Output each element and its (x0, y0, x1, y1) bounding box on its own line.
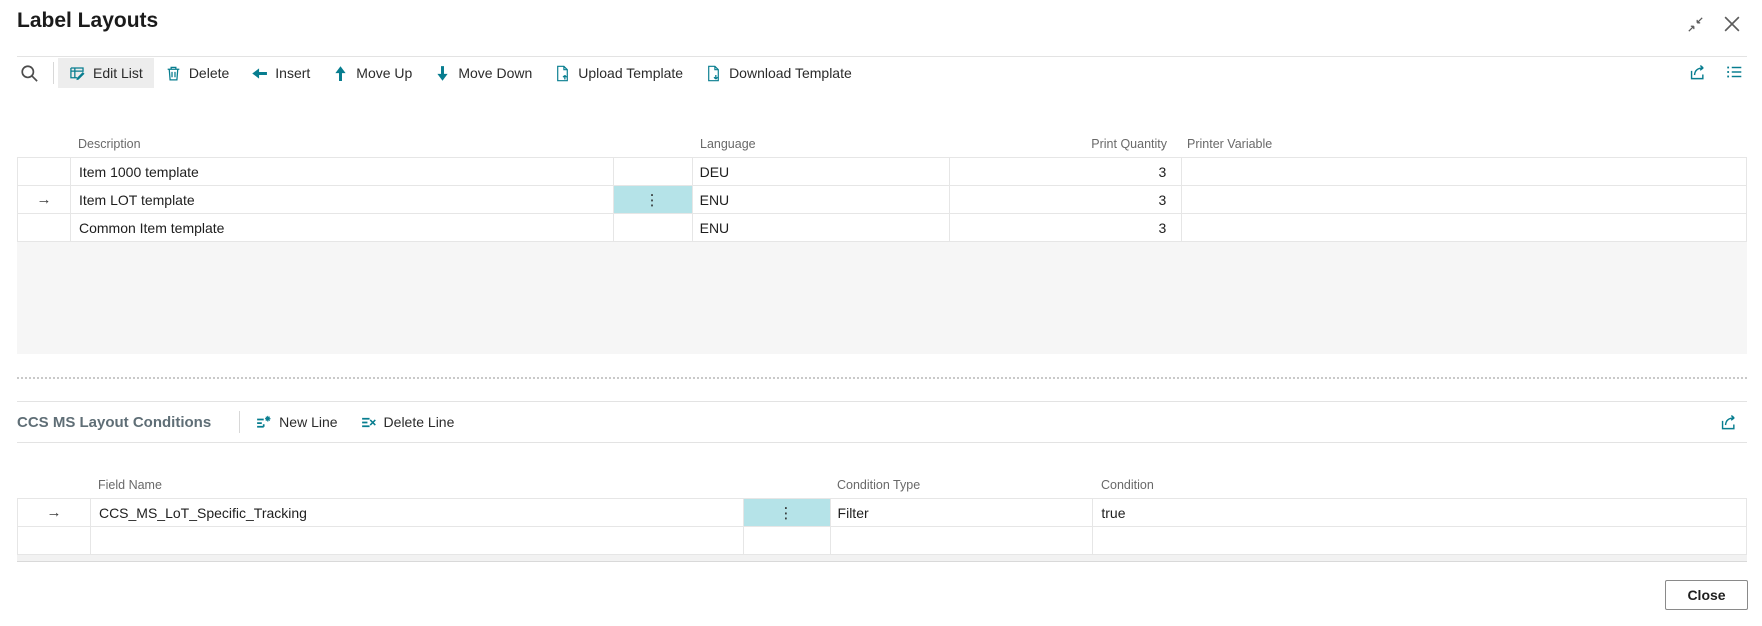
delete-line-icon (360, 414, 377, 431)
move-down-label: Move Down (458, 65, 533, 81)
edit-list-button[interactable]: Edit List (58, 58, 154, 88)
move-down-button[interactable]: Move Down (423, 58, 543, 88)
collapse-window-button[interactable] (1685, 14, 1706, 35)
table-row-selected: → Item LOT template ⋮ ENU 3 (18, 186, 1748, 214)
conditions-grid-header: Field Name Condition Type Condition (17, 473, 1747, 498)
upload-template-label: Upload Template (578, 65, 684, 81)
new-line-button[interactable]: New Line (244, 407, 348, 437)
close-window-button[interactable] (1720, 12, 1744, 36)
show-list-button[interactable] (1724, 62, 1744, 82)
list-icon (1725, 63, 1743, 81)
column-header-field-name[interactable]: Field Name (98, 478, 162, 492)
cell-print-quantity[interactable]: 3 (950, 158, 1183, 185)
cell-description[interactable]: Item LOT template (71, 186, 614, 213)
row-options-cell[interactable]: ⋮ (613, 186, 693, 213)
cell-printer-variable[interactable] (1182, 158, 1748, 185)
delete-line-label: Delete Line (383, 414, 455, 430)
row-options-cell[interactable] (614, 214, 693, 241)
share-icon (1719, 412, 1738, 431)
cell-field-name[interactable]: CCS_MS_LoT_Specific_Tracking (91, 499, 744, 526)
column-header-description[interactable]: Description (78, 137, 141, 151)
conditions-section-header: CCS MS Layout Conditions New Line Delete… (17, 401, 1747, 443)
row-selector-cell[interactable]: → (18, 186, 71, 213)
column-header-printer-variable[interactable]: Printer Variable (1187, 137, 1273, 151)
download-template-label: Download Template (729, 65, 852, 81)
current-row-arrow-icon: → (46, 504, 62, 521)
grid-empty-area (17, 242, 1747, 354)
label-layouts-grid: Description Language Print Quantity Prin… (17, 132, 1748, 354)
arrow-up-icon (332, 65, 349, 82)
table-row-selected: → CCS_MS_LoT_Specific_Tracking ⋮ Filter … (18, 499, 1747, 527)
move-up-button[interactable]: Move Up (321, 58, 423, 88)
arrow-down-icon (434, 65, 451, 82)
collapse-icon (1687, 16, 1704, 33)
download-template-button[interactable]: Download Template (694, 58, 863, 88)
cell-printer-variable[interactable] (1182, 214, 1748, 241)
insert-button[interactable]: Insert (240, 58, 321, 88)
toolbar-separator (239, 411, 241, 433)
column-header-condition-type[interactable]: Condition Type (837, 478, 921, 492)
section-dotted-separator (17, 377, 1747, 379)
page-title: Label Layouts (17, 9, 159, 32)
cell-printer-variable[interactable] (1182, 186, 1748, 213)
delete-button[interactable]: Delete (154, 58, 240, 88)
delete-label: Delete (188, 65, 230, 81)
cell-print-quantity[interactable]: 3 (950, 214, 1183, 241)
edit-list-icon (69, 65, 86, 82)
column-header-print-quantity[interactable]: Print Quantity (1091, 137, 1167, 151)
section-title: CCS MS Layout Conditions (17, 413, 212, 431)
column-header-condition[interactable]: Condition (1101, 478, 1154, 492)
new-line-label: New Line (279, 414, 338, 430)
row-selector-cell[interactable] (18, 158, 71, 185)
arrow-left-icon (251, 65, 268, 82)
cell-condition[interactable]: true (1093, 499, 1747, 526)
cell-condition[interactable] (1093, 527, 1747, 554)
grid-empty-area (17, 555, 1747, 562)
cell-language[interactable]: ENU (693, 214, 951, 241)
row-selector-cell[interactable] (18, 527, 91, 554)
cell-condition-type[interactable] (831, 527, 1094, 554)
cell-language[interactable]: DEU (693, 158, 951, 185)
cell-field-name[interactable] (91, 527, 744, 554)
ellipsis-vertical-icon: ⋮ (778, 504, 795, 522)
delete-icon (165, 65, 182, 82)
row-options-cell[interactable] (744, 527, 831, 554)
search-icon (20, 64, 39, 83)
row-options-cell[interactable] (614, 158, 693, 185)
title-divider (17, 56, 1747, 57)
edit-list-label: Edit List (93, 65, 143, 81)
table-row: Common Item template ENU 3 (18, 214, 1748, 242)
move-up-label: Move Up (356, 65, 413, 81)
upload-template-button[interactable]: Upload Template (543, 58, 694, 88)
close-button[interactable]: Close (1665, 580, 1748, 610)
cell-description[interactable]: Common Item template (71, 214, 614, 241)
section-share-button[interactable] (1718, 411, 1739, 432)
cell-language[interactable]: ENU (693, 186, 951, 213)
search-button[interactable] (17, 58, 49, 88)
ellipsis-vertical-icon: ⋮ (644, 191, 661, 209)
new-line-icon (255, 414, 272, 431)
cell-condition-type[interactable]: Filter (831, 499, 1094, 526)
insert-label: Insert (275, 65, 311, 81)
row-options-cell[interactable]: ⋮ (743, 499, 831, 526)
current-row-arrow-icon: → (36, 191, 52, 208)
upload-document-icon (554, 65, 571, 82)
table-row (18, 527, 1747, 555)
row-selector-cell[interactable] (18, 214, 71, 241)
column-header-language[interactable]: Language (700, 137, 756, 151)
share-icon (1688, 62, 1707, 81)
share-button[interactable] (1687, 61, 1708, 82)
table-row: Item 1000 template DEU 3 (18, 158, 1748, 186)
cell-description[interactable]: Item 1000 template (71, 158, 614, 185)
cell-print-quantity[interactable]: 3 (950, 186, 1183, 213)
conditions-grid: Field Name Condition Type Condition → CC… (17, 473, 1747, 562)
download-document-icon (705, 65, 722, 82)
toolbar-separator (53, 62, 54, 84)
main-toolbar: Edit List Delete Insert (17, 58, 863, 88)
row-selector-cell[interactable]: → (18, 499, 91, 526)
delete-line-button[interactable]: Delete Line (349, 407, 466, 437)
close-icon (1722, 14, 1742, 34)
layouts-grid-header: Description Language Print Quantity Prin… (17, 132, 1747, 157)
